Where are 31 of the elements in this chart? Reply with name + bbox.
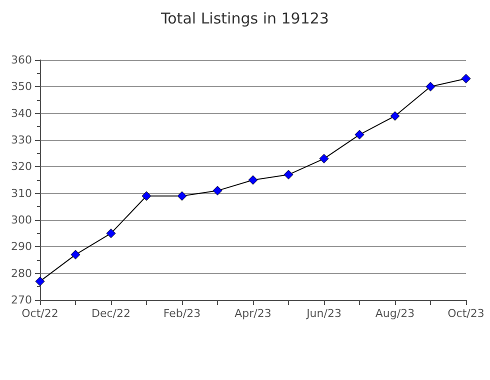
x-tick-label: Dec/22: [92, 307, 130, 320]
point: [426, 82, 436, 92]
x-tick-label: Aug/23: [375, 307, 415, 320]
y-tick-label: 300: [11, 214, 32, 226]
x-tick-label: Feb/23: [163, 307, 201, 320]
point: [35, 276, 45, 286]
point: [177, 191, 187, 201]
point: [390, 111, 400, 121]
x-tick-label: Jun/23: [306, 307, 342, 320]
y-tick-label: 340: [11, 106, 32, 120]
point: [461, 74, 471, 84]
x-tick-label: Oct/22: [22, 307, 58, 320]
y-tick-label: 350: [11, 80, 32, 94]
point: [319, 154, 329, 164]
y-tick-label: 360: [11, 54, 32, 66]
point: [284, 170, 294, 180]
point: [212, 186, 222, 196]
point: [106, 228, 116, 238]
x-tick-label: Apr/23: [234, 307, 272, 320]
y-tick-label: 330: [11, 134, 32, 146]
y-tick-label: 310: [11, 186, 32, 200]
y-tick-label: 290: [11, 240, 32, 254]
point: [70, 250, 80, 260]
y-tick-label: 320: [11, 160, 32, 174]
y-tick-label: 270: [11, 294, 32, 306]
point: [142, 191, 152, 201]
point: [248, 175, 258, 185]
chart-title: Total Listings in 19123: [160, 10, 329, 28]
y-tick-label: 280: [11, 266, 32, 280]
x-tick-label: Oct/23: [448, 307, 484, 320]
point: [354, 130, 364, 140]
